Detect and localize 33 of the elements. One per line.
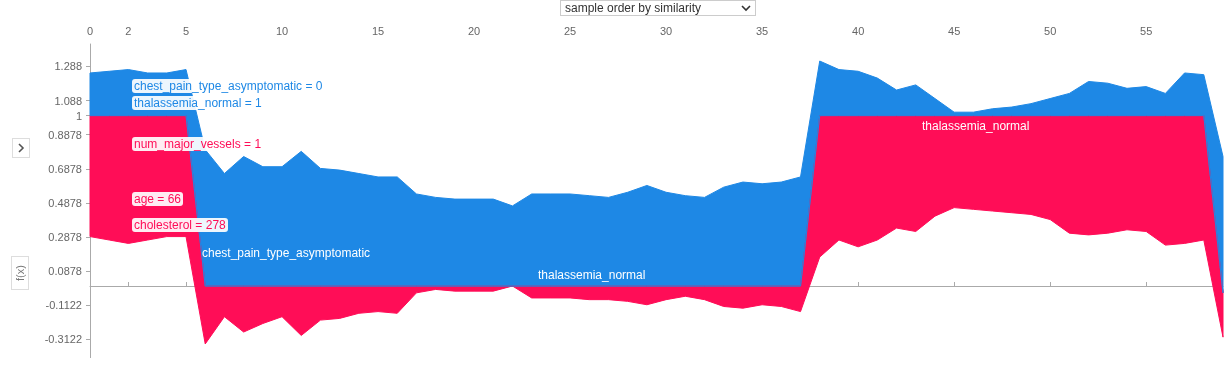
y-tick-label: 0.6878 xyxy=(48,162,82,175)
y-tick-label: -0.3122 xyxy=(44,333,82,346)
x-tick-label: 50 xyxy=(1044,24,1057,37)
y-tick-label: 1.288 xyxy=(54,60,82,73)
annotation: thalassemia_normal xyxy=(921,119,1031,133)
annotation: thalassemia_normal = 1 xyxy=(132,96,264,110)
x-tick-label: 15 xyxy=(371,24,385,37)
x-tick-label: 40 xyxy=(852,24,865,37)
annotation: chest_pain_type_asymptomatic = 0 xyxy=(132,79,325,93)
annotation: num_major_vessels = 1 xyxy=(132,137,264,151)
y-tick-label: 1.088 xyxy=(54,94,82,107)
x-tick-label: 10 xyxy=(275,24,289,37)
annotation: chest_pain_type_asymptomatic xyxy=(201,246,372,260)
y-tick-label: 0.8878 xyxy=(48,128,82,141)
x-tick-label: 55 xyxy=(1140,24,1153,37)
y-tick-label: 0.0878 xyxy=(48,265,82,278)
y-tick-label: 0.4878 xyxy=(48,196,82,209)
y-tick-label: -0.1122 xyxy=(45,299,82,312)
x-tick-label: 25 xyxy=(563,24,577,37)
annotation: age = 66 xyxy=(132,192,184,206)
x-tick-label: 20 xyxy=(467,24,481,37)
x-tick-label: 35 xyxy=(755,24,769,37)
y-axis-title: f(x) xyxy=(14,265,26,281)
y-tick-label: 0.2878 xyxy=(48,230,82,243)
x-tick-label: 2 xyxy=(125,24,132,37)
x-tick-label: 5 xyxy=(182,24,190,37)
x-tick-label: 0 xyxy=(86,24,94,37)
x-tick-label: 45 xyxy=(948,24,961,37)
y-tick-label: 1 xyxy=(75,109,82,122)
x-tick-label: 30 xyxy=(659,24,673,37)
annotation: thalassemia_normal xyxy=(537,268,647,282)
annotation: cholesterol = 278 xyxy=(132,218,228,232)
sort-dropdown: sample order by similarity xyxy=(560,0,756,16)
